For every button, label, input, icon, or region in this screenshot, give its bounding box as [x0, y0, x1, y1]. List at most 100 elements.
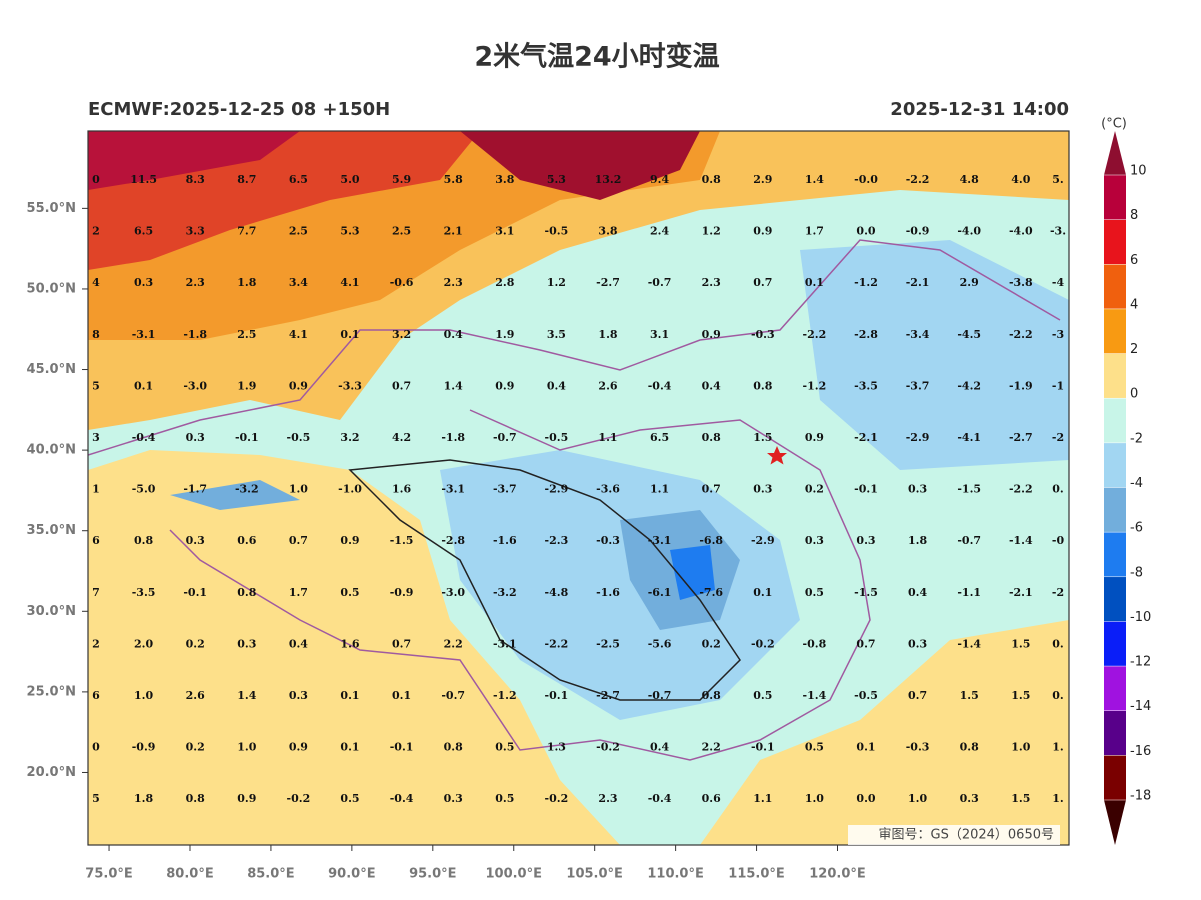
grid-value: 1.2	[547, 276, 566, 289]
colorbar-label: -12	[1130, 655, 1151, 670]
grid-value: 0.9	[753, 225, 772, 238]
grid-value: 0	[92, 741, 100, 754]
grid-value: 2.3	[444, 276, 463, 289]
x-tick-label: 115.0°E	[728, 867, 785, 882]
grid-value: 0.7	[392, 637, 411, 650]
grid-value: 0.1	[856, 741, 875, 754]
grid-value: 6.5	[289, 173, 308, 186]
colorbar-box	[1104, 576, 1126, 622]
grid-value: 4.2	[392, 431, 411, 444]
grid-value: 0.8	[702, 689, 721, 702]
grid-value: -3.0	[183, 379, 207, 392]
grid-value: -2.2	[1009, 328, 1033, 341]
grid-value: 2.2	[702, 741, 721, 754]
grid-value: 0.1	[134, 379, 153, 392]
grid-value: 1.7	[805, 225, 824, 238]
capital-marker	[767, 446, 787, 465]
grid-value: 8	[92, 328, 100, 341]
colorbar-label: 6	[1130, 253, 1138, 268]
grid-value: -0.7	[648, 689, 672, 702]
grid-value: -0.7	[441, 689, 465, 702]
grid-value: 0.1	[392, 689, 411, 702]
grid-value: 1.5	[1011, 637, 1030, 650]
grid-value: 1.5	[1011, 689, 1030, 702]
grid-value: 0.3	[805, 534, 824, 547]
grid-value: -7.6	[699, 586, 723, 599]
grid-value: -0.1	[751, 741, 775, 754]
grid-value: 0.1	[805, 276, 824, 289]
grid-value: 2.3	[702, 276, 721, 289]
grid-value: 4	[92, 276, 100, 289]
grid-value: -3.7	[493, 483, 517, 496]
y-tick-label: 35.0°N	[27, 523, 76, 538]
grid-value: -0.3	[906, 741, 930, 754]
grid-value: 13.2	[595, 173, 622, 186]
grid-value: -3.1	[441, 483, 465, 496]
colorbar-over	[1104, 131, 1126, 175]
grid-value: 2.3	[186, 276, 205, 289]
y-tick-label: 40.0°N	[27, 443, 76, 458]
grid-value: 0.5	[340, 586, 359, 599]
grid-value: 0.9	[289, 379, 308, 392]
grid-value: -5.0	[132, 483, 156, 496]
x-tick-label: 100.0°E	[485, 867, 542, 882]
grid-value: 0.8	[186, 792, 205, 805]
grid-value: 1.0	[289, 483, 308, 496]
grid-value: 0.9	[702, 328, 721, 341]
grid-value: 1.8	[598, 328, 617, 341]
grid-value: 2.5	[237, 328, 256, 341]
grid-value: 6	[92, 534, 100, 547]
grid-value: 2.9	[753, 173, 772, 186]
grid-value: -0.1	[235, 431, 259, 444]
grid-value: 0.	[1052, 689, 1063, 702]
grid-value: 3.8	[495, 173, 514, 186]
grid-value: 5.3	[340, 225, 359, 238]
grid-value: -1.7	[183, 483, 207, 496]
colorbar-box	[1104, 175, 1126, 221]
grid-value: 1.1	[753, 792, 772, 805]
grid-value: -4	[1052, 276, 1065, 289]
grid-value: -3.5	[854, 379, 878, 392]
grid-value: -3.8	[1009, 276, 1033, 289]
grid-value: 2	[92, 637, 100, 650]
colorbar-label: 10	[1130, 164, 1147, 179]
y-tick-label: 50.0°N	[27, 281, 76, 296]
grid-value: -2.3	[545, 534, 569, 547]
grid-value: -3.	[1050, 225, 1066, 238]
subtitle-left: ECMWF:2025-12-25 08 +150H	[88, 99, 390, 120]
stamp-box	[848, 825, 1060, 845]
colorbar-box	[1104, 666, 1126, 712]
grid-value: 8.3	[186, 173, 205, 186]
grid-value: 0.9	[289, 741, 308, 754]
grid-value: 4.0	[1011, 173, 1030, 186]
grid-value: -3.2	[493, 586, 517, 599]
grid-value: 1.5	[1011, 792, 1030, 805]
colorbar-box	[1104, 353, 1126, 399]
grid-value: 0.0	[856, 792, 875, 805]
colorbar-box	[1104, 710, 1126, 756]
map-background	[88, 131, 1069, 845]
grid-value: 1.1	[598, 431, 617, 444]
colorbar-label: 8	[1130, 208, 1138, 223]
grid-value: -2.2	[906, 173, 930, 186]
grid-value: 1	[92, 483, 100, 496]
grid-value: -1.1	[957, 586, 981, 599]
grid-value: -1.2	[493, 689, 517, 702]
grid-value: 1.1	[650, 483, 669, 496]
grid-value: 1.8	[908, 534, 927, 547]
grid-value: 2.1	[444, 225, 463, 238]
grid-value: 0.5	[495, 792, 514, 805]
grid-value: 0.6	[237, 534, 256, 547]
grid-value: -0.4	[132, 431, 156, 444]
grid-value: 5.	[1052, 173, 1063, 186]
colorbar-label: -6	[1130, 521, 1143, 536]
grid-value: 5.9	[392, 173, 411, 186]
grid-value: 4.8	[960, 173, 979, 186]
x-tick-label: 90.0°E	[328, 867, 375, 882]
grid-value: -0.2	[596, 741, 620, 754]
grid-value: -0	[1052, 534, 1065, 547]
grid-value: 3.5	[547, 328, 566, 341]
grid-value: -0.5	[854, 689, 878, 702]
colorbar-label: -10	[1130, 610, 1151, 625]
